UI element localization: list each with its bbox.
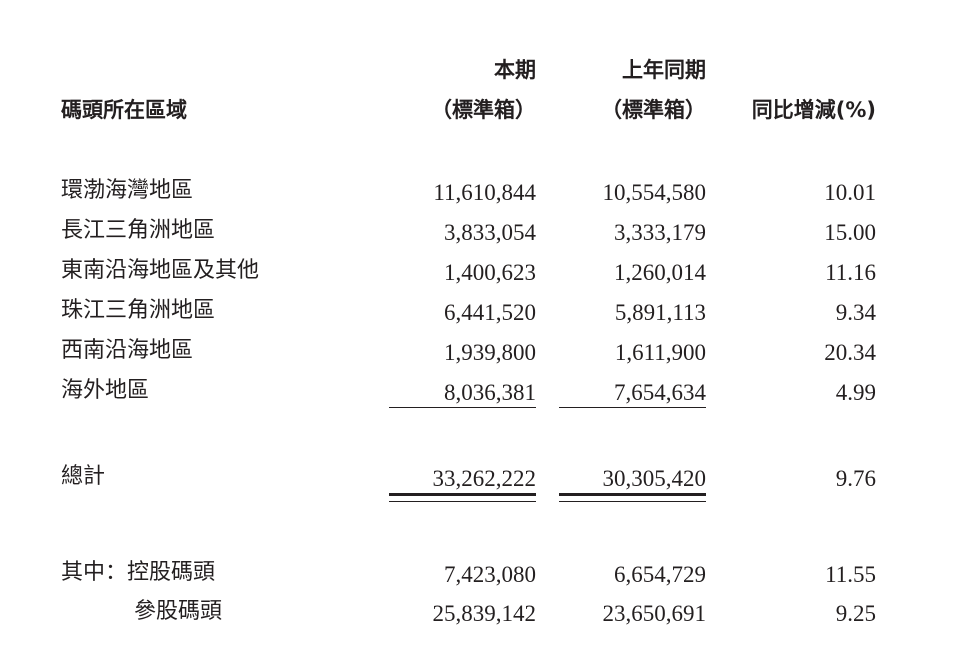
row-current-value: 11,610,844: [433, 180, 536, 205]
total-double-rule-prior-bottom: [559, 501, 706, 502]
row-prior-value: 1,611,900: [614, 340, 706, 365]
row-current-value: 8,036,381: [444, 380, 536, 405]
total-change-value: 9.76: [835, 466, 876, 491]
row-change-value: 9.34: [835, 300, 876, 325]
breakdown-label: 參股碼頭: [134, 599, 223, 624]
total-double-rule-prior-top: [559, 493, 706, 496]
row-current-value: 3,833,054: [444, 220, 536, 245]
row-region-label: 環渤海灣地區: [61, 178, 194, 203]
total-double-rule-current-bottom: [389, 501, 536, 502]
header-prior-period: 上年同期: [622, 58, 706, 82]
header-current-period: 本期: [494, 58, 536, 82]
row-prior-value: 5,891,113: [614, 300, 706, 325]
breakdown-current-value: 25,839,142: [432, 601, 537, 626]
header-current-unit: （標準箱）: [431, 98, 536, 122]
row-current-value: 6,441,520: [444, 300, 536, 325]
row-prior-value: 3,333,179: [614, 220, 706, 245]
total-current-value: 33,262,222: [432, 466, 537, 491]
breakdown-change-value: 11.55: [825, 562, 876, 587]
row-region-label: 長江三角洲地區: [61, 218, 216, 243]
row-change-value: 11.16: [825, 260, 876, 285]
breakdown-prior-value: 6,654,729: [614, 562, 706, 587]
breakdown-label: 其中：控股碼頭: [61, 560, 216, 585]
header-region: 碼頭所在區域: [61, 98, 187, 122]
breakdown-prior-value: 23,650,691: [602, 601, 707, 626]
row-change-value: 4.99: [835, 380, 876, 405]
row-prior-value: 1,260,014: [614, 260, 706, 285]
total-label: 總計: [61, 464, 106, 489]
row-region-label: 東南沿海地區及其他: [61, 258, 260, 283]
subtotal-rule-current: [389, 407, 536, 408]
row-change-value: 15.00: [824, 220, 876, 245]
breakdown-current-value: 7,423,080: [444, 562, 536, 587]
row-change-value: 10.01: [824, 180, 876, 205]
row-prior-value: 7,654,634: [614, 380, 706, 405]
subtotal-rule-prior: [559, 407, 706, 408]
header-yoy-change: 同比增減(%): [751, 98, 876, 122]
total-prior-value: 30,305,420: [602, 466, 707, 491]
breakdown-change-value: 9.25: [835, 601, 876, 626]
total-double-rule-current-top: [389, 493, 536, 496]
row-region-label: 珠江三角洲地區: [61, 298, 216, 323]
row-current-value: 1,400,623: [444, 260, 536, 285]
row-current-value: 1,939,800: [444, 340, 536, 365]
header-prior-unit: （標準箱）: [601, 98, 706, 122]
row-region-label: 海外地區: [61, 378, 150, 403]
row-prior-value: 10,554,580: [602, 180, 707, 205]
row-change-value: 20.34: [824, 340, 876, 365]
row-region-label: 西南沿海地區: [61, 338, 194, 363]
